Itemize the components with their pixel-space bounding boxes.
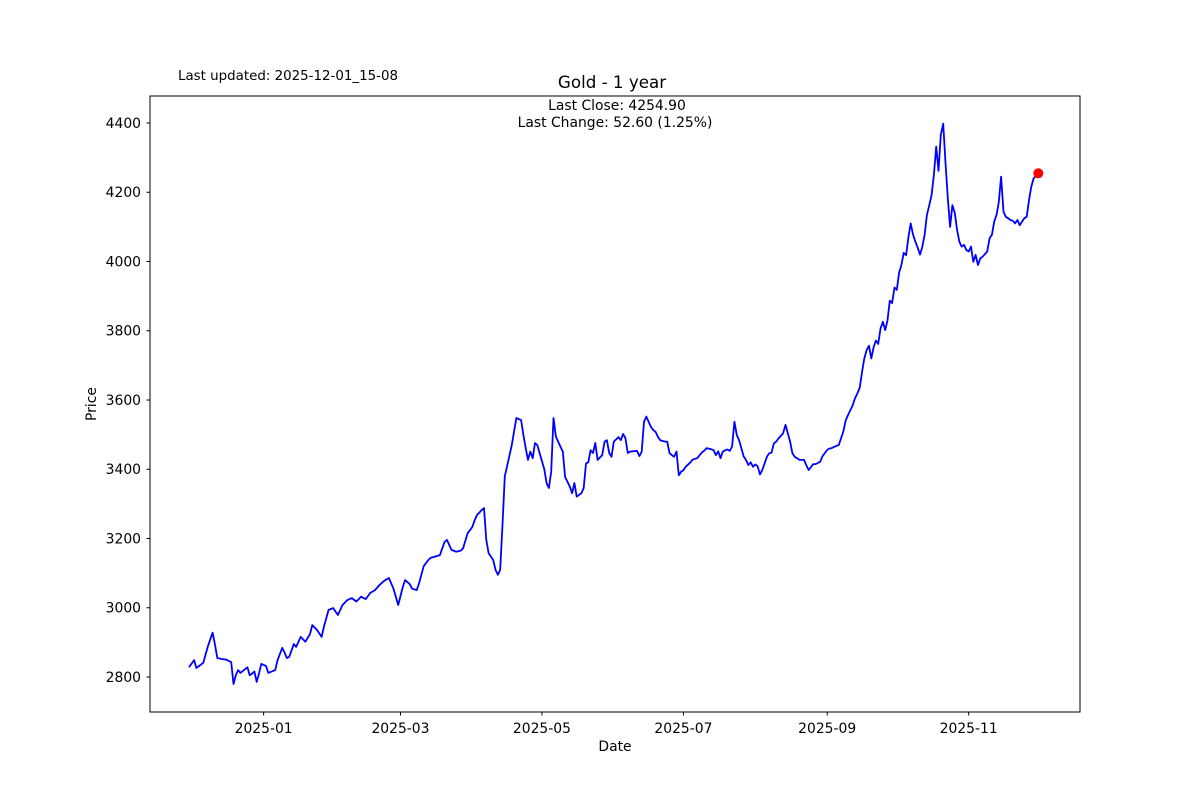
- chart-title: Gold - 1 year: [558, 72, 666, 92]
- x-tick-label: 2025-11: [940, 721, 998, 737]
- y-tick-label: 3000: [106, 601, 141, 617]
- x-tick-label: 2025-03: [371, 721, 429, 737]
- last-updated-text: Last updated: 2025-12-01_15-08: [178, 69, 398, 84]
- y-tick-label: 4400: [106, 116, 141, 132]
- y-tick-label: 4000: [106, 254, 141, 270]
- x-axis-ticks: 2025-01 2025-03 2025-05 2025-07 2025-09 2025-…: [235, 712, 998, 737]
- annotation-last-close: Last Close: 4254.90: [548, 98, 686, 114]
- y-tick-label: 3600: [106, 393, 141, 409]
- y-tick-label: 3800: [106, 324, 141, 340]
- x-tick-label: 2025-09: [798, 721, 856, 737]
- plot-frame: [149, 95, 1081, 713]
- price-line-series: [188, 122, 1040, 685]
- x-tick-label: 2025-01: [235, 721, 293, 737]
- x-axis-label: Date: [598, 739, 631, 755]
- x-tick-label: 2025-05: [513, 721, 571, 737]
- y-axis-ticks: 2800 3000 3200 3400 3600 3800 4000 4200 4400: [106, 116, 150, 686]
- x-tick-label: 2025-07: [654, 721, 712, 737]
- y-tick-label: 3400: [106, 462, 141, 478]
- y-tick-label: 3200: [106, 531, 141, 547]
- y-tick-label: 2800: [106, 670, 141, 686]
- y-tick-label: 4200: [106, 185, 141, 201]
- last-price-marker: [1033, 168, 1044, 179]
- annotation-last-change: Last Change: 52.60 (1.25%): [518, 115, 713, 131]
- y-axis-label: Price: [84, 387, 100, 421]
